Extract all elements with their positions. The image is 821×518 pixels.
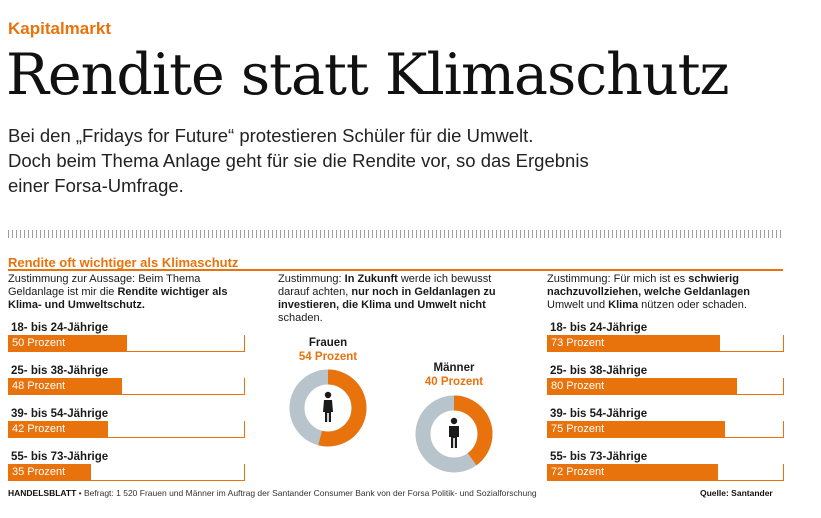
subline-line-1: Bei den „Fridays for Future“ protestiere… bbox=[8, 125, 534, 146]
right-bar-group: 25- bis 38-Jährige 80 Prozent bbox=[547, 364, 784, 395]
left-bar bbox=[8, 335, 127, 351]
left-bar-track: 35 Prozent bbox=[8, 464, 245, 481]
left-bar bbox=[8, 421, 108, 437]
right-bar-group: 55- bis 73-Jährige 72 Prozent bbox=[547, 450, 784, 481]
women-donut-agree-slice bbox=[289, 369, 367, 447]
left-bar-track: 50 Prozent bbox=[8, 335, 245, 352]
middle-column-description: Zustimmung: In Zukunft werde ich bewusst… bbox=[278, 273, 523, 325]
subline: Bei den „Fridays for Future“ protestiere… bbox=[8, 123, 768, 198]
footer-note: HANDELSBLATT • Befragt: 1 520 Frauen und… bbox=[8, 488, 537, 498]
left-bar-value-label: 35 Prozent bbox=[12, 466, 66, 478]
right-desc-segment: Umwelt und bbox=[547, 299, 609, 311]
right-desc-segment: Zustimmung: Für mich ist es bbox=[547, 273, 689, 285]
left-bar-value-label: 42 Prozent bbox=[12, 423, 66, 435]
women-group-label: Frauen bbox=[308, 337, 348, 349]
women-donut-label: Frauen 54 Prozent bbox=[288, 336, 368, 364]
right-bar bbox=[547, 464, 718, 480]
right-bar-track: 72 Prozent bbox=[547, 464, 784, 481]
subline-line-2: Doch beim Thema Anlage geht für sie die … bbox=[8, 150, 589, 171]
woman-icon bbox=[323, 391, 333, 422]
headline: Rendite statt Klimaschutz bbox=[6, 42, 730, 108]
subline-line-3: einer Forsa-Umfrage. bbox=[8, 175, 184, 196]
left-bar bbox=[8, 464, 91, 480]
left-bar-category-label: 39- bis 54-Jährige bbox=[11, 408, 109, 420]
left-bar-group: 25- bis 38-Jährige 48 Prozent bbox=[8, 364, 245, 395]
kicker: Kapitalmarkt bbox=[8, 19, 111, 38]
right-bar-group: 18- bis 24-Jährige 73 Prozent bbox=[547, 321, 784, 352]
right-desc-segment: nützen oder schaden. bbox=[638, 299, 747, 311]
left-bar-category-label: 25- bis 38-Jährige bbox=[11, 365, 109, 377]
footer-brand: HANDELSBLATT bbox=[8, 488, 77, 498]
right-bar-category-label: 55- bis 73-Jährige bbox=[550, 451, 648, 463]
right-bar bbox=[547, 335, 720, 351]
section-title: Rendite oft wichtiger als Klimaschutz bbox=[8, 255, 239, 270]
left-desc-segment: Zustimmung zur Aussage: Beim Thema Gelda… bbox=[8, 273, 201, 298]
left-column-description: Zustimmung zur Aussage: Beim Thema Gelda… bbox=[8, 273, 248, 312]
right-bar-category-label: 39- bis 54-Jährige bbox=[550, 408, 648, 420]
women-percent-label: 54 Prozent bbox=[298, 351, 358, 363]
men-donut-agree-slice bbox=[415, 395, 493, 473]
left-bar-category-label: 18- bis 24-Jährige bbox=[11, 322, 109, 334]
middle-desc-segment: schaden. bbox=[278, 312, 323, 324]
right-bar-track: 73 Prozent bbox=[547, 335, 784, 352]
men-group-label: Männer bbox=[433, 362, 475, 374]
right-bar-group: 39- bis 54-Jährige 75 Prozent bbox=[547, 407, 784, 438]
middle-desc-segment: nur noch in Geldanlagen zu investieren, … bbox=[278, 286, 496, 311]
left-bar-track: 48 Prozent bbox=[8, 378, 245, 395]
right-desc-segment: Klima bbox=[608, 299, 639, 311]
footer-source: Quelle: Santander bbox=[700, 488, 773, 498]
women-donut bbox=[289, 369, 367, 447]
middle-desc-segment: Zustimmung: bbox=[278, 273, 345, 285]
right-bar-value-label: 72 Prozent bbox=[551, 466, 605, 478]
right-bar-value-label: 73 Prozent bbox=[551, 337, 605, 349]
middle-desc-segment: werde ich bewusst darauf achten, bbox=[278, 273, 492, 298]
left-bar-group: 39- bis 54-Jährige 42 Prozent bbox=[8, 407, 245, 438]
right-bar bbox=[547, 421, 725, 437]
right-desc-segment: schwierig nachzuvollziehen, welche Gelda… bbox=[547, 273, 750, 298]
left-bar-track: 42 Prozent bbox=[8, 421, 245, 438]
section-rule bbox=[8, 269, 783, 271]
right-bar-track: 80 Prozent bbox=[547, 378, 784, 395]
dotted-divider bbox=[8, 230, 783, 238]
right-column-description: Zustimmung: Für mich ist es schwierig na… bbox=[547, 273, 787, 312]
left-bar-category-label: 55- bis 73-Jährige bbox=[11, 451, 109, 463]
left-bar bbox=[8, 378, 122, 394]
right-bar-category-label: 18- bis 24-Jährige bbox=[550, 322, 648, 334]
left-desc-segment: Rendite wichtiger als Klima- und Umwelts… bbox=[8, 286, 228, 311]
right-bar-track: 75 Prozent bbox=[547, 421, 784, 438]
men-donut-label: Männer 40 Prozent bbox=[414, 361, 494, 389]
middle-desc-segment: In Zukunft bbox=[344, 273, 398, 285]
left-bar-value-label: 50 Prozent bbox=[12, 337, 66, 349]
footer-note-text: • Befragt: 1 520 Frauen und Männer im Au… bbox=[76, 488, 537, 498]
man-icon bbox=[449, 417, 459, 448]
right-bar-value-label: 80 Prozent bbox=[551, 380, 605, 392]
right-bar-category-label: 25- bis 38-Jährige bbox=[550, 365, 648, 377]
right-bar-value-label: 75 Prozent bbox=[551, 423, 605, 435]
men-percent-label: 40 Prozent bbox=[424, 376, 484, 388]
left-bar-group: 18- bis 24-Jährige 50 Prozent bbox=[8, 321, 245, 352]
men-donut bbox=[415, 395, 493, 473]
left-bar-value-label: 48 Prozent bbox=[12, 380, 66, 392]
left-bar-group: 55- bis 73-Jährige 35 Prozent bbox=[8, 450, 245, 481]
right-bar bbox=[547, 378, 737, 394]
